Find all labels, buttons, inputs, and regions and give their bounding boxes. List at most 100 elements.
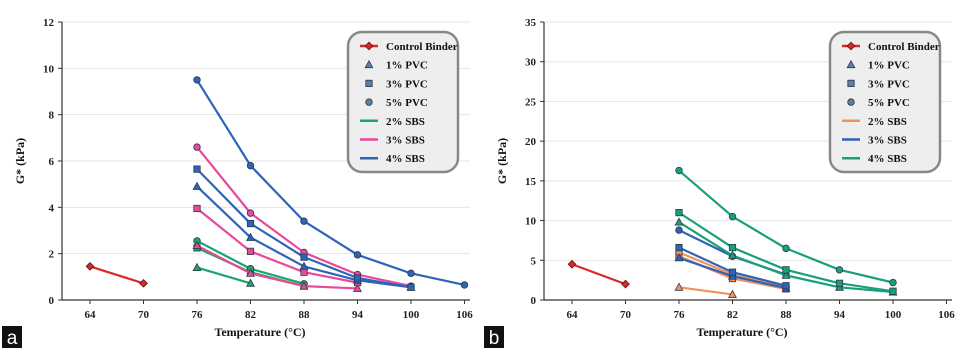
- data-point: [193, 76, 201, 84]
- x-tick-label: 106: [456, 309, 473, 321]
- data-point: [567, 259, 577, 269]
- data-point: [246, 268, 255, 277]
- data-point: [193, 143, 201, 151]
- data-point: [835, 266, 844, 274]
- data-point: [889, 287, 897, 295]
- series-8: [675, 209, 897, 295]
- x-tick-label: 88: [781, 309, 793, 321]
- data-point: [728, 250, 737, 259]
- data-point: [85, 262, 95, 271]
- data-point: [621, 279, 630, 289]
- y-tick-label: 20: [525, 136, 537, 148]
- x-axis-title: Temperature (°C): [696, 325, 787, 339]
- series-line: [571, 263, 626, 286]
- y-axis-title: G* (kPa): [495, 138, 509, 184]
- y-tick-label: 15: [525, 176, 537, 188]
- legend-label: 2% SBS: [386, 116, 425, 128]
- x-tick-label: 82: [245, 309, 257, 321]
- series-5: [675, 243, 790, 290]
- data-point: [353, 251, 362, 259]
- panel-letter-badge: [2, 326, 22, 348]
- legend-label: 4% SBS: [386, 153, 425, 165]
- legend-label: 3% PVC: [868, 78, 910, 90]
- legend-label: 5% PVC: [386, 97, 428, 109]
- y-tick-label: 12: [43, 17, 55, 29]
- legend-label: 3% SBS: [868, 135, 907, 147]
- data-point: [299, 281, 309, 290]
- chart-a-svg: 0 2 4 6 8 10 12 64 70 76 82 88 94 100 106 Temperature (…: [2, 17, 473, 349]
- legend-label: Control Binder: [386, 41, 458, 53]
- x-tick-label: 94: [834, 309, 846, 321]
- x-tick-label: 76: [192, 309, 204, 321]
- chart-panel-a: 0 2 4 6 8 10 12 64 70 76 82 88 94 100 106 Temperature (…: [0, 0, 482, 349]
- series-line: [196, 79, 465, 287]
- data-point: [246, 219, 255, 228]
- data-point: [728, 212, 737, 221]
- x-tick-label: 82: [727, 309, 739, 321]
- y-tick-label: 2: [49, 249, 55, 261]
- chart-b-svg: 0 5 10 15 20 25 30 35 64 70 76 82 88 94 100 106 Temperat…: [484, 17, 955, 349]
- y-tick-label: 6: [49, 156, 55, 168]
- series-line: [89, 265, 144, 285]
- data-point: [675, 166, 683, 175]
- y-tick-label: 0: [531, 295, 537, 307]
- data-point: [300, 268, 308, 276]
- data-point: [674, 253, 684, 262]
- series-1: [192, 262, 255, 287]
- data-point: [675, 226, 683, 234]
- series-line: [196, 244, 358, 290]
- y-axis-title: G* (kPa): [13, 138, 27, 184]
- data-point: [460, 281, 469, 289]
- data-point: [139, 278, 148, 288]
- data-point: [299, 261, 309, 270]
- x-tick-label: 94: [352, 309, 364, 321]
- x-tick-label: 76: [674, 309, 686, 321]
- data-point: [728, 243, 737, 252]
- y-tick-label: 0: [49, 295, 55, 307]
- y-tick-label: 10: [525, 216, 537, 228]
- legend-label: 4% SBS: [868, 153, 907, 165]
- legend-marker: [365, 98, 373, 106]
- data-point: [192, 181, 202, 190]
- data-point: [246, 209, 255, 217]
- legend-label: 3% PVC: [386, 78, 428, 90]
- y-tick-label: 35: [525, 17, 537, 29]
- data-point: [246, 232, 255, 241]
- data-point: [300, 217, 308, 225]
- data-point: [246, 247, 255, 255]
- panel-letter-badge: [484, 326, 504, 348]
- series-0: [85, 262, 148, 288]
- x-tick-label: 100: [885, 309, 902, 321]
- data-point: [246, 161, 255, 170]
- series-9: [675, 166, 897, 287]
- series-4: [192, 240, 362, 292]
- data-point: [782, 244, 790, 253]
- data-point: [782, 266, 790, 274]
- series-0: [567, 259, 630, 289]
- x-tick-label: 106: [938, 309, 955, 321]
- legend-marker: [846, 41, 856, 51]
- chart-panel-b: 0 5 10 15 20 25 30 35 64 70 76 82 88 94 100 106 Temperat…: [482, 0, 964, 349]
- legend-marker: [847, 79, 855, 87]
- series-1: [674, 282, 737, 298]
- series-line: [678, 286, 733, 296]
- data-point: [889, 278, 897, 287]
- x-tick-label: 70: [138, 309, 150, 321]
- data-point: [782, 282, 790, 290]
- data-point: [674, 217, 684, 226]
- y-tick-label: 30: [525, 57, 537, 69]
- data-point: [835, 279, 844, 287]
- y-tick-label: 5: [531, 255, 537, 267]
- legend-box: [346, 30, 460, 174]
- x-tick-label: 100: [403, 309, 420, 321]
- data-point: [728, 268, 737, 276]
- x-tick-label: 64: [85, 309, 97, 321]
- legend-label: 3% SBS: [386, 135, 425, 147]
- x-tick-label: 64: [567, 309, 579, 321]
- series-line: [196, 207, 358, 284]
- x-tick-label: 70: [620, 309, 632, 321]
- data-point: [675, 209, 683, 217]
- legend-marker: [364, 41, 374, 51]
- data-point: [192, 240, 202, 249]
- legend-label: 1% PVC: [868, 60, 910, 72]
